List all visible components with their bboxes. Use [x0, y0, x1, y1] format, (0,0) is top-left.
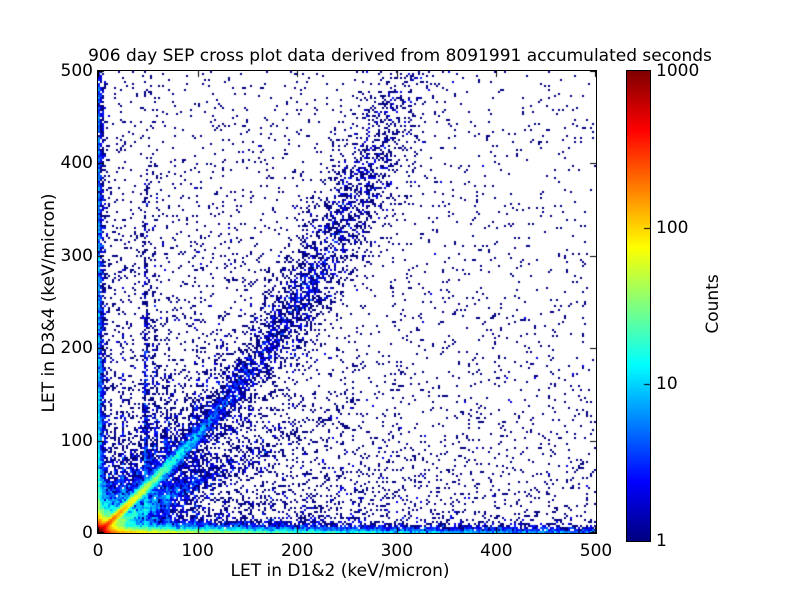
x-tick-300: 300 [380, 541, 414, 561]
y-tick-400: 400 [60, 153, 93, 174]
colorbar-gradient [627, 71, 650, 541]
scatter-heatmap-canvas [98, 71, 596, 533]
x-tick-100: 100 [181, 541, 214, 561]
colorbar-tick-1: 1 [656, 531, 667, 551]
x-tick-500: 500 [579, 541, 613, 561]
y-tick-500: 500 [60, 61, 93, 81]
x-tick-0: 0 [92, 541, 104, 561]
colorbar [626, 70, 651, 542]
colorbar-label: Counts [703, 274, 723, 334]
colorbar-tick-10: 10 [656, 374, 678, 395]
x-axis-label: LET in D1&2 (keV/micron) [230, 561, 450, 581]
y-axis-label: LET in D3&4 (keV/micron) [39, 193, 59, 413]
y-tick-300: 300 [60, 245, 93, 266]
x-tick-200: 200 [280, 541, 314, 561]
colorbar-tick-100: 100 [656, 217, 689, 238]
plot-area [97, 70, 597, 534]
y-tick-0: 0 [82, 523, 93, 543]
x-tick-400: 400 [480, 541, 513, 561]
y-tick-100: 100 [60, 430, 93, 451]
title-line-1: 906 day SEP cross plot data derived from… [88, 46, 712, 66]
y-tick-200: 200 [60, 338, 93, 359]
colorbar-tick-1000: 1000 [656, 61, 700, 81]
